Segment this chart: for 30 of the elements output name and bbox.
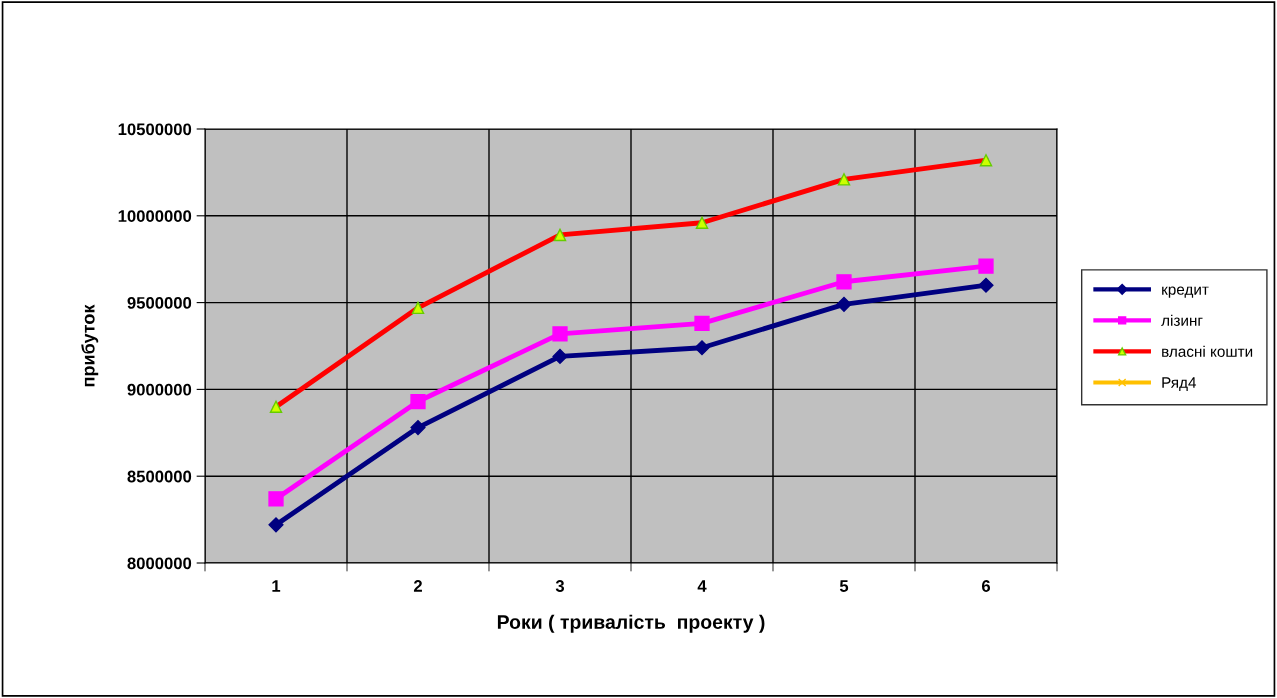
x-tick-label: 3 xyxy=(555,580,565,592)
point xyxy=(410,393,426,410)
legend-label: Ряд4 xyxy=(1162,377,1197,391)
point xyxy=(268,491,284,507)
point xyxy=(836,274,852,290)
x-tick-label: 1 xyxy=(272,580,281,592)
y-tick-label: 10500000 xyxy=(118,123,192,136)
x-axis-title: Роки ( тривалість проекту ) xyxy=(497,614,765,633)
point xyxy=(410,420,426,436)
point xyxy=(552,326,568,342)
x-tick-label: 6 xyxy=(981,580,991,592)
point xyxy=(268,517,284,533)
x-tick-label: 4 xyxy=(697,580,707,592)
x-tick-label: 5 xyxy=(839,580,849,592)
x-tick-label: 2 xyxy=(413,580,422,592)
legend-label: власні кошти xyxy=(1162,345,1253,357)
point xyxy=(552,348,568,364)
point xyxy=(694,340,710,356)
y-tick-label: 9500000 xyxy=(127,297,192,309)
y-tick-label: 8500000 xyxy=(127,470,192,483)
legend-label: кредит xyxy=(1162,286,1209,298)
y-tick-label: 8000000 xyxy=(127,557,192,570)
y-tick-label: 10000000 xyxy=(118,210,192,222)
point xyxy=(978,258,994,274)
y-tick-label: 9000000 xyxy=(127,383,192,396)
point xyxy=(978,277,994,293)
point xyxy=(694,315,710,332)
point xyxy=(836,296,852,312)
y-axis-title: прибуток xyxy=(81,304,99,387)
legend-label: лізинг xyxy=(1161,314,1203,326)
